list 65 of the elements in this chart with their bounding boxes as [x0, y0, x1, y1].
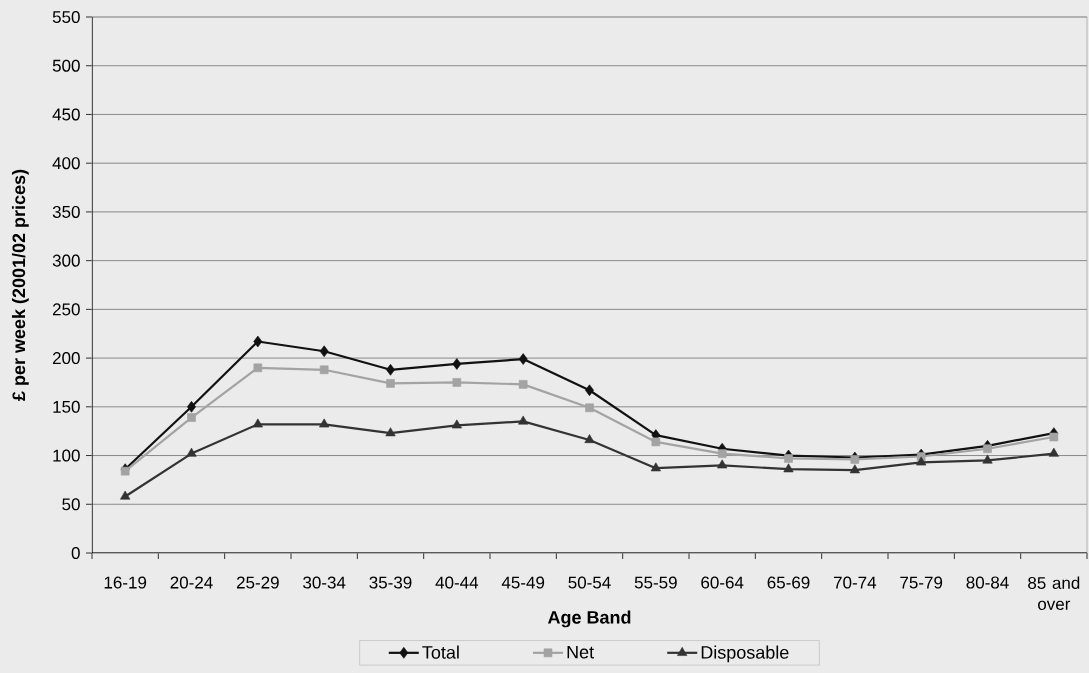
x-tick-label: 50-54: [568, 576, 611, 589]
point: [319, 365, 329, 375]
point: [319, 418, 330, 428]
point: [784, 454, 793, 463]
point: [1049, 432, 1059, 442]
x-tick-label: 55-59: [634, 576, 677, 589]
legend-label: Total: [422, 645, 459, 659]
point: [385, 427, 396, 437]
point: [252, 418, 263, 428]
y-tick-label: 400: [52, 157, 80, 170]
point: [187, 413, 196, 422]
x-tick-label: 80-84: [966, 576, 1009, 589]
point: [651, 437, 661, 447]
point: [585, 403, 594, 413]
point: [850, 455, 860, 464]
point: [319, 345, 329, 358]
point: [518, 353, 528, 365]
point: [717, 459, 728, 469]
y-tick-label: 0: [71, 546, 80, 560]
point: [584, 434, 595, 443]
x-axis-title: Age Band: [547, 610, 631, 628]
point: [1048, 447, 1059, 457]
x-tick-label: 40-44: [435, 576, 479, 589]
y-tick-label: 200: [52, 352, 80, 365]
y-tick-label: 100: [53, 449, 80, 462]
x-tick-label: 20-24: [170, 576, 213, 589]
point: [120, 490, 131, 500]
point: [717, 449, 727, 458]
x-tick-label: 35-39: [369, 576, 412, 589]
point: [253, 363, 263, 373]
x-tick-label: 45-49: [501, 576, 545, 589]
point: [187, 401, 196, 413]
point: [518, 380, 528, 389]
point: [186, 447, 197, 457]
x-tick-label: 30-34: [303, 576, 346, 589]
point: [916, 456, 927, 466]
x-tick-label: 16-19: [104, 576, 147, 589]
x-tick-label: 70-74: [833, 576, 877, 589]
y-tick-label: 450: [52, 108, 80, 121]
point: [253, 335, 263, 348]
legend-label: Net: [567, 645, 594, 659]
x-tick-label: 25-29: [236, 576, 279, 589]
point: [650, 462, 661, 472]
y-tick-label: 500: [52, 59, 80, 72]
point: [451, 419, 462, 429]
y-tick-label: 250: [52, 303, 80, 316]
point: [783, 463, 794, 473]
point: [452, 358, 462, 370]
y-tick-label: 300: [52, 254, 80, 267]
point: [518, 415, 529, 425]
legend-label: Disposable: [701, 645, 789, 663]
point: [452, 378, 462, 387]
x-tick-label: 75-79: [900, 576, 943, 589]
x-tick-label: 60-64: [701, 576, 744, 589]
point: [982, 454, 993, 464]
point: [386, 379, 395, 388]
x-tick-label: 85 and over: [1028, 576, 1080, 611]
y-tick-label: 350: [52, 205, 80, 218]
y-axis-title: £ per week (2001/02 prices): [11, 169, 29, 401]
x-tick-label: 65-69: [767, 576, 810, 589]
y-tick-label: 150: [53, 400, 80, 413]
point: [849, 464, 860, 474]
point: [983, 444, 992, 454]
y-tick-label: 50: [62, 498, 80, 511]
y-tick-label: 550: [52, 10, 80, 24]
